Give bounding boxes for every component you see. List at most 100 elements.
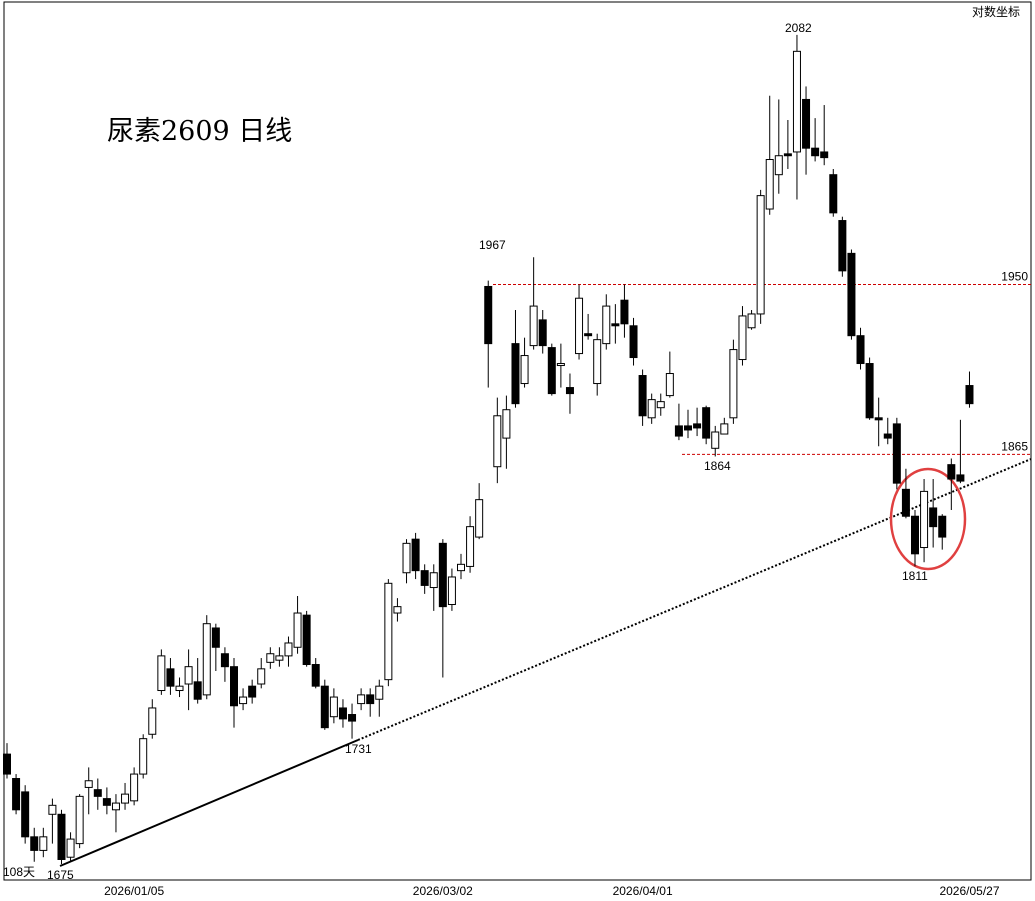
- candle-body: [393, 606, 402, 614]
- highlight-circle: [889, 467, 967, 571]
- plot-frame: [3, 1, 1032, 881]
- candle-body: [920, 490, 929, 549]
- candle-body: [929, 507, 938, 528]
- candle-body: [629, 325, 638, 359]
- annotation: 2082: [785, 21, 812, 35]
- candle-body: [438, 542, 447, 608]
- x-tick-label: 2026/05/27: [939, 884, 999, 898]
- candle-body: [230, 666, 238, 707]
- candle-body: [602, 305, 611, 345]
- candle-body: [266, 653, 275, 663]
- candle-body: [738, 315, 747, 361]
- candle-body: [302, 614, 311, 666]
- candle-body: [756, 195, 765, 315]
- candle-body: [693, 423, 702, 429]
- candle-body: [257, 668, 266, 685]
- candle-body: [656, 401, 665, 409]
- candle-body: [702, 407, 711, 439]
- candle-body: [75, 795, 84, 845]
- candle-body: [529, 305, 538, 347]
- candle-body: [802, 98, 811, 149]
- candle-body: [620, 299, 629, 325]
- candle-body: [66, 838, 75, 858]
- candle-body: [248, 685, 257, 698]
- candle-body: [720, 423, 729, 435]
- candle-body: [311, 664, 320, 687]
- candle-body: [93, 789, 102, 797]
- candle-body: [511, 343, 520, 405]
- candle-body: [320, 685, 329, 729]
- candle-body: [820, 151, 829, 159]
- candle-body: [293, 612, 302, 648]
- annotation: 1811: [902, 569, 928, 583]
- candle-body: [584, 333, 593, 337]
- candle-body: [829, 174, 838, 214]
- candle-body: [947, 464, 956, 480]
- candle-body: [711, 431, 720, 449]
- candle-body: [202, 623, 211, 696]
- candle-body: [39, 836, 48, 851]
- candle-body: [184, 666, 193, 685]
- annotation: 1967: [479, 238, 506, 252]
- candle-body: [965, 385, 974, 405]
- candle-body: [84, 780, 93, 788]
- candle-body: [484, 285, 493, 345]
- candle-body: [901, 488, 910, 517]
- candle-body: [3, 753, 11, 775]
- candle-body: [193, 681, 202, 700]
- candle-body: [420, 570, 429, 586]
- candle-body: [139, 738, 148, 775]
- candle-body: [121, 793, 130, 804]
- candle-body: [48, 804, 57, 815]
- candle-body: [148, 707, 157, 735]
- candle-body: [911, 515, 919, 555]
- candle-body: [811, 147, 820, 157]
- candle-body: [874, 417, 883, 421]
- candle-body: [565, 387, 574, 395]
- candle-body: [111, 802, 120, 811]
- candle-body: [239, 696, 248, 705]
- candle-body: [883, 433, 892, 439]
- candle-body: [329, 696, 338, 718]
- candle-body: [402, 542, 411, 574]
- candle-body: [211, 627, 220, 648]
- candle-body: [102, 798, 111, 806]
- candle-body: [647, 399, 656, 419]
- candle-body: [792, 50, 801, 153]
- x-tick-label: 2026/04/01: [613, 884, 673, 898]
- candle-body: [275, 655, 284, 661]
- candle-body: [284, 642, 293, 657]
- candle-body: [447, 576, 456, 606]
- candle-body: [838, 220, 847, 272]
- candle-body: [856, 335, 865, 365]
- candle-body: [847, 252, 856, 337]
- candle-body: [12, 778, 21, 811]
- candle-body: [674, 425, 683, 437]
- annotation: 1864: [704, 459, 731, 473]
- candle-body: [520, 355, 529, 385]
- candle-body: [638, 375, 647, 417]
- candle-body: [493, 415, 502, 468]
- candle-body: [175, 685, 184, 692]
- candle-body: [502, 409, 511, 439]
- scale-label: 对数坐标: [972, 4, 1020, 19]
- candle-body: [357, 694, 366, 705]
- candle-body: [938, 515, 947, 538]
- candle-body: [611, 323, 620, 327]
- candle-body: [892, 423, 901, 484]
- candle-body: [457, 563, 465, 572]
- chart-title: 尿素2609 日线: [107, 116, 292, 147]
- candle-body: [556, 363, 565, 367]
- candle-body: [865, 363, 874, 419]
- reference-label: 1865: [1001, 439, 1028, 453]
- candle-body: [57, 813, 66, 860]
- candle-body: [30, 836, 39, 851]
- candle-body: [747, 313, 756, 329]
- candle-body: [411, 538, 420, 572]
- candle-body: [547, 347, 556, 395]
- candle-body: [765, 159, 774, 210]
- candle-body: [338, 707, 347, 720]
- candle-body: [956, 474, 965, 482]
- candle-body: [665, 373, 674, 397]
- trend-line: [59, 739, 359, 867]
